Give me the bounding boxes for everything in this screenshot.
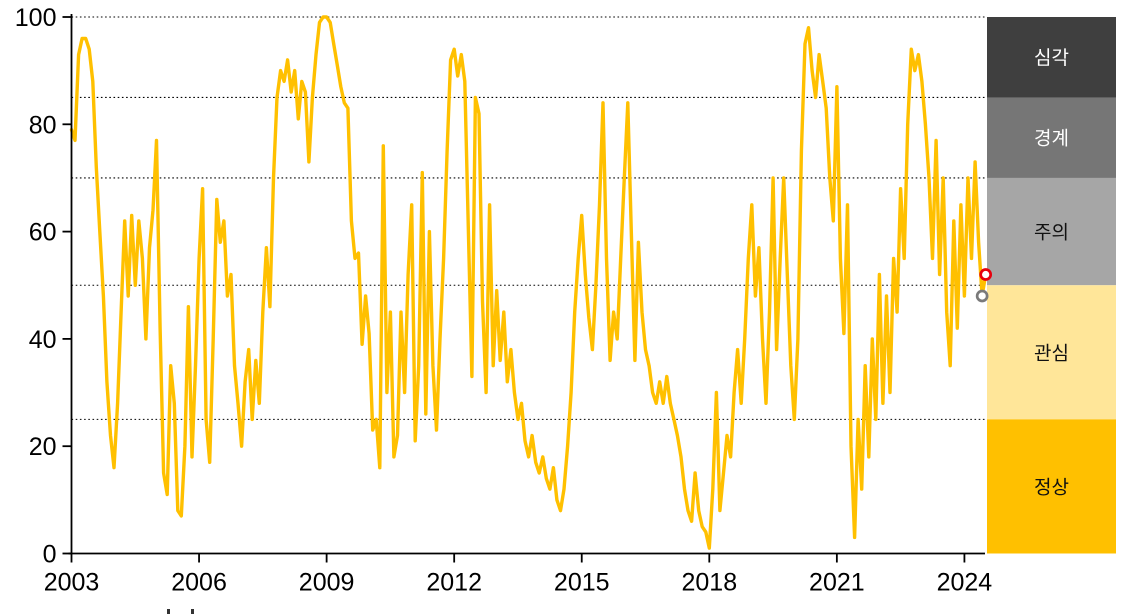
risk-zone-alert [987,97,1116,178]
y-tick-label: 0 [43,541,57,569]
x-tick-label: 2021 [809,569,865,597]
end-markers [975,268,993,303]
axis-labels: 0 20 40 60 80 100 2003 2006 2009 2012 2015 2018 2021… [15,4,993,597]
x-tick-label: 2003 [44,569,100,597]
x-tick-label: 2018 [681,569,737,597]
latest-point-marker [979,268,993,281]
risk-zone-label-severe: 심각 [1034,47,1069,69]
risk-zone-normal [987,419,1116,554]
risk-zone-label-attention: 관심 [1034,342,1069,364]
x-tick-label: 2024 [937,569,993,597]
footnote-speck [167,609,170,614]
y-tick-label: 40 [29,326,57,354]
x-tick-label: 2006 [171,569,227,597]
y-tick-label: 60 [29,219,57,247]
risk-zone-label-normal: 정상 [1034,476,1069,498]
risk-zone-severe [987,17,1116,98]
x-tick-label: 2015 [554,569,610,597]
footnote-fragment [167,609,194,614]
index-line [69,15,988,550]
x-tick-label: 2012 [426,569,482,597]
risk-zone-attention [987,285,1116,420]
risk-zone-label-caution: 주의 [1034,222,1069,244]
footnote-speck [191,609,194,614]
risk-zone-label-alert: 경계 [1034,128,1069,150]
y-tick-label: 80 [29,111,57,139]
axes [62,14,985,563]
risk-zone-caution [987,177,1116,286]
gridlines [71,16,985,420]
series [69,15,988,550]
x-tick-label: 2009 [299,569,355,597]
previous-point-marker [975,289,989,303]
y-tick-label: 100 [15,4,57,32]
y-tick-label: 20 [29,433,57,461]
